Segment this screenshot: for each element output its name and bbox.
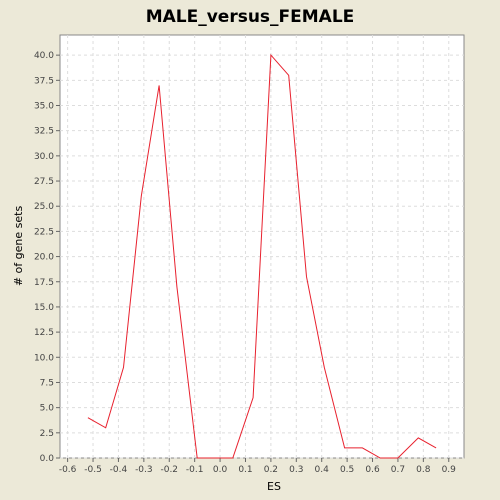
x-tick-label: 0.9 <box>442 465 457 475</box>
x-tick-label: 0.8 <box>416 465 431 475</box>
x-tick-label: 0.6 <box>365 465 380 475</box>
x-tick-label: -0.2 <box>160 465 178 475</box>
y-tick-label: 20.0 <box>34 253 54 263</box>
x-tick-label: 0.5 <box>340 465 354 475</box>
y-tick-label: 5.0 <box>40 404 55 414</box>
y-tick-label: 30.0 <box>34 152 54 162</box>
x-tick-label: 0.3 <box>289 465 303 475</box>
y-axis-label: # of gene sets <box>12 206 25 287</box>
x-tick-label: -0.5 <box>84 465 102 475</box>
series-line <box>87 53 437 459</box>
grid-layer <box>60 35 464 459</box>
axis-layer: -0.6 -0.5 -0.4 -0.3 -0.2 -0.1 0.0 0.1 0.2 0.3 0.4 0… <box>34 51 456 475</box>
y-tick-label: 40.0 <box>34 51 54 61</box>
y-tick-label: 17.5 <box>34 278 54 288</box>
y-tick-label: 12.5 <box>34 328 54 338</box>
x-tick-label: 0.0 <box>213 465 228 475</box>
x-tick-label: 0.1 <box>238 465 252 475</box>
y-tick-label: 22.5 <box>34 227 54 237</box>
x-tick-label: -0.4 <box>110 465 128 475</box>
x-tick-label: 0.2 <box>264 465 278 475</box>
x-tick-label: 0.4 <box>315 465 330 475</box>
x-tick-label: 0.7 <box>391 465 405 475</box>
y-tick-label: 35.0 <box>34 102 54 112</box>
series-layer <box>87 53 437 459</box>
y-tick-label: 25.0 <box>34 202 54 212</box>
chart-title: MALE_versus_FEMALE <box>146 7 355 27</box>
x-tick-label: -0.6 <box>59 465 77 475</box>
x-axis-label: ES <box>267 480 281 493</box>
y-tick-label: 0.0 <box>40 454 55 464</box>
y-tick-label: 27.5 <box>34 177 54 187</box>
y-tick-label: 15.0 <box>34 303 54 313</box>
y-tick-label: 7.5 <box>40 378 54 388</box>
plot-area <box>59 34 465 459</box>
y-tick-label: 37.5 <box>34 76 54 86</box>
x-tick-label: -0.3 <box>135 465 153 475</box>
y-tick-label: 2.5 <box>40 429 54 439</box>
y-tick-label: 10.0 <box>34 353 54 363</box>
y-tick-label: 32.5 <box>34 127 54 137</box>
x-tick-label: -0.1 <box>186 465 204 475</box>
